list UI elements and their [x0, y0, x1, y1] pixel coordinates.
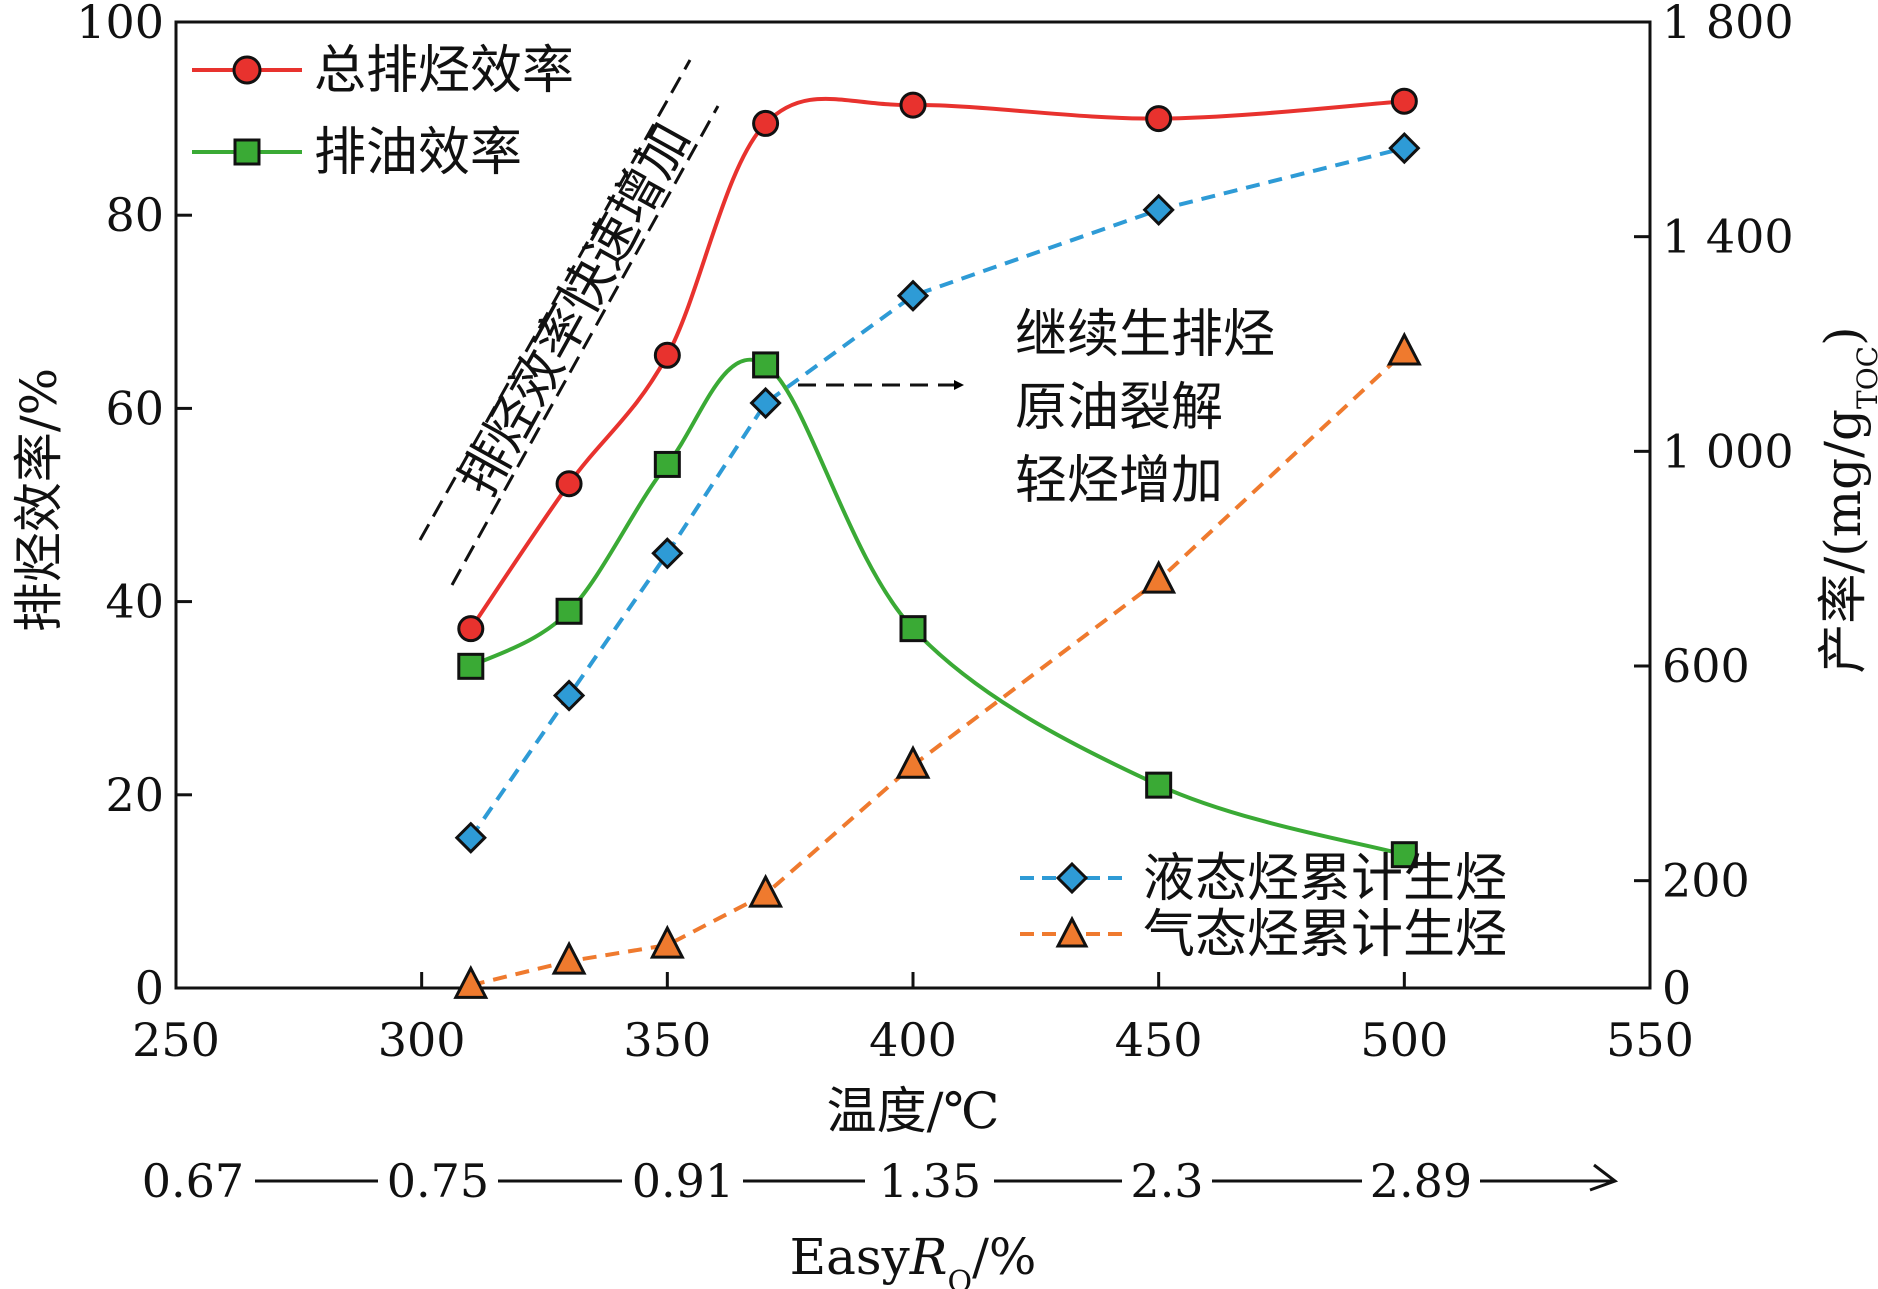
- data-point-diamond: [552, 679, 586, 712]
- x-tick-label: 550: [1606, 1013, 1694, 1067]
- x-tick-label: 250: [132, 1013, 220, 1067]
- right-y-tick-label: 200: [1662, 854, 1750, 908]
- legend-top-left: 总排烃效率 排油效率: [192, 41, 574, 183]
- left-y-tick-label: 100: [76, 0, 164, 49]
- easy-ro-axis: 0.67 0.75 0.91 1.35 2.3 2.89 EasyRO/%: [142, 1154, 1619, 1289]
- data-point-diamond: [1142, 193, 1175, 226]
- note-line-1: 继续生排烃: [1015, 305, 1275, 365]
- x-tick-label: 450: [1115, 1013, 1203, 1067]
- left-y-axis-title: 排烃效率/%: [10, 368, 68, 632]
- data-point-circle: [1390, 87, 1418, 115]
- ro-title-italic: R: [909, 1228, 948, 1286]
- ro-title-sub: O: [947, 1265, 972, 1289]
- data-point-circle: [1145, 105, 1173, 133]
- ro-value-3: 0.91: [632, 1154, 734, 1208]
- data-point-square: [1390, 841, 1418, 869]
- data-point-triangle: [1386, 331, 1422, 366]
- right-y-axis-title-sub: TOC: [1851, 346, 1878, 409]
- data-point-triangle: [649, 924, 685, 959]
- x-axis-title: 温度/℃: [827, 1082, 1000, 1140]
- legend-oil-marker: [233, 138, 261, 166]
- data-point-triangle: [895, 745, 931, 779]
- ro-title-main: Easy: [790, 1228, 911, 1286]
- ro-value-2: 0.75: [387, 1154, 489, 1208]
- data-point-square: [1145, 771, 1173, 799]
- data-point-diamond: [896, 279, 930, 312]
- series-diamond: [454, 131, 1421, 854]
- series-square: [457, 351, 1418, 869]
- series-layer: [453, 87, 1422, 999]
- right-y-axis-ticks: 0 200 600 1 000 1 400 1 800: [1634, 0, 1794, 1015]
- left-y-axis-ticks: 0 20 40 60 80 100: [76, 0, 192, 1015]
- right-y-tick-label: 1 000: [1662, 424, 1794, 478]
- data-point-square: [457, 652, 485, 680]
- data-point-diamond: [1388, 131, 1421, 165]
- data-point-circle: [457, 615, 485, 643]
- ro-value-4: 1.35: [879, 1154, 981, 1208]
- ro-title-tail: /%: [972, 1228, 1036, 1286]
- ro-arrow-head: [1589, 1163, 1619, 1192]
- legend-gas-label: 气态烃累计生烃: [1143, 905, 1507, 965]
- data-point-diamond: [454, 821, 487, 854]
- right-y-tick-label: 600: [1662, 639, 1750, 693]
- right-y-axis-title-close: ): [1814, 326, 1872, 346]
- left-y-tick-label: 60: [105, 381, 164, 435]
- note-line-3: 轻烃增加: [1015, 451, 1223, 511]
- right-note-annotation: 继续生排烃 原油裂解 轻烃增加: [798, 305, 1275, 511]
- right-y-tick-label: 0: [1662, 961, 1691, 1015]
- legend-bottom-right: 液态烃累计生烃 气态烃累计生烃: [1020, 849, 1507, 965]
- right-y-tick-label: 1 400: [1662, 210, 1794, 264]
- data-point-triangle: [748, 873, 784, 908]
- right-y-axis-title-main: 产率/(mg/g: [1814, 409, 1872, 674]
- left-y-tick-label: 20: [105, 768, 164, 822]
- legend-total-marker: [232, 55, 262, 85]
- ro-value-1: 0.67: [142, 1154, 244, 1208]
- legend-oil-label: 排油效率: [314, 123, 522, 183]
- data-point-square: [555, 597, 583, 625]
- left-y-tick-label: 80: [105, 188, 164, 242]
- data-point-circle: [653, 341, 681, 369]
- ro-axis-title: EasyRO/%: [790, 1228, 1037, 1289]
- x-tick-label: 350: [623, 1013, 711, 1067]
- data-point-diamond: [651, 537, 684, 570]
- x-tick-label: 400: [869, 1013, 957, 1067]
- legend-total-label: 总排烃效率: [314, 41, 574, 101]
- data-point-triangle: [551, 940, 587, 975]
- legend-liquid-marker: [1055, 861, 1089, 895]
- data-point-diamond: [749, 386, 782, 420]
- data-point-square: [653, 450, 681, 478]
- note-line-2: 原油裂解: [1015, 378, 1223, 438]
- left-y-tick-label: 40: [105, 575, 164, 629]
- rapid-increase-dash-2: [418, 59, 692, 541]
- data-point-triangle: [453, 965, 489, 999]
- ro-value-5: 2.3: [1130, 1154, 1203, 1208]
- data-point-square: [899, 615, 927, 643]
- x-tick-label: 300: [378, 1013, 466, 1067]
- ro-value-6: 2.89: [1370, 1154, 1472, 1208]
- legend-gas-marker: [1055, 915, 1089, 948]
- x-tick-label: 500: [1360, 1013, 1448, 1067]
- series-triangle: [453, 331, 1422, 999]
- data-point-circle: [752, 109, 780, 137]
- legend-liquid-label: 液态烃累计生烃: [1143, 849, 1507, 909]
- rapid-increase-dash-1: [450, 105, 720, 586]
- data-point-circle: [555, 470, 583, 498]
- data-point-circle: [899, 91, 927, 119]
- left-y-tick-label: 0: [135, 961, 164, 1015]
- right-y-axis-title: 产率/(mg/gTOC): [1814, 326, 1878, 673]
- x-axis-ticks: 250 300 350 400 450 500 550: [132, 972, 1694, 1067]
- data-point-square: [752, 351, 780, 379]
- right-y-tick-label: 1 800: [1662, 0, 1794, 49]
- series-circle: [457, 87, 1418, 643]
- data-point-triangle: [1141, 559, 1177, 594]
